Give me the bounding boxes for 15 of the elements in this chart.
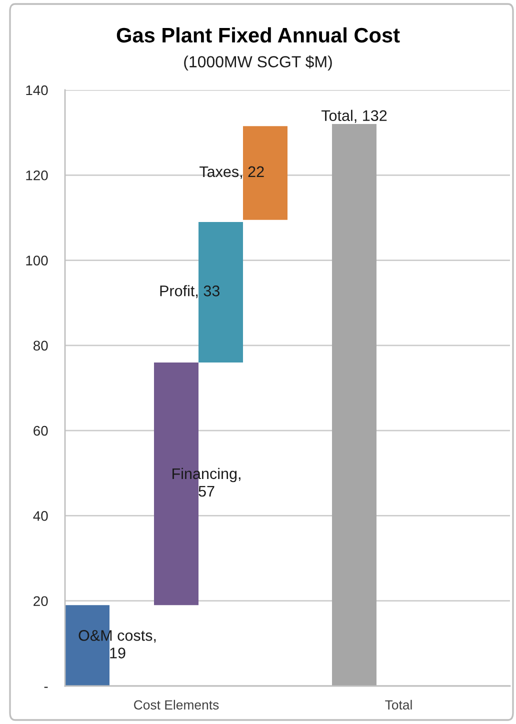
y-tick-label: 60 bbox=[34, 426, 48, 436]
chart-subtitle: (1000MW SCGT $M) bbox=[184, 55, 332, 71]
y-tick-label: - bbox=[44, 686, 48, 688]
y-tick-label: 40 bbox=[33, 511, 48, 521]
x-tick-label: Cost Elements bbox=[134, 700, 219, 710]
data-label: Profit, 33 bbox=[160, 285, 220, 298]
y-tick-label: 140 bbox=[26, 85, 48, 96]
chart-title: Gas Plant Fixed Annual Cost bbox=[116, 27, 400, 43]
y-tick-label: 80 bbox=[33, 340, 48, 351]
y-tick-label: 20 bbox=[34, 596, 48, 606]
data-label: Total, 132 bbox=[321, 110, 387, 123]
y-tick-label: 120 bbox=[26, 170, 48, 180]
y-tick-label: 100 bbox=[26, 256, 48, 266]
data-label: Taxes, 22 bbox=[200, 166, 264, 179]
x-tick-label: Total bbox=[385, 700, 412, 710]
